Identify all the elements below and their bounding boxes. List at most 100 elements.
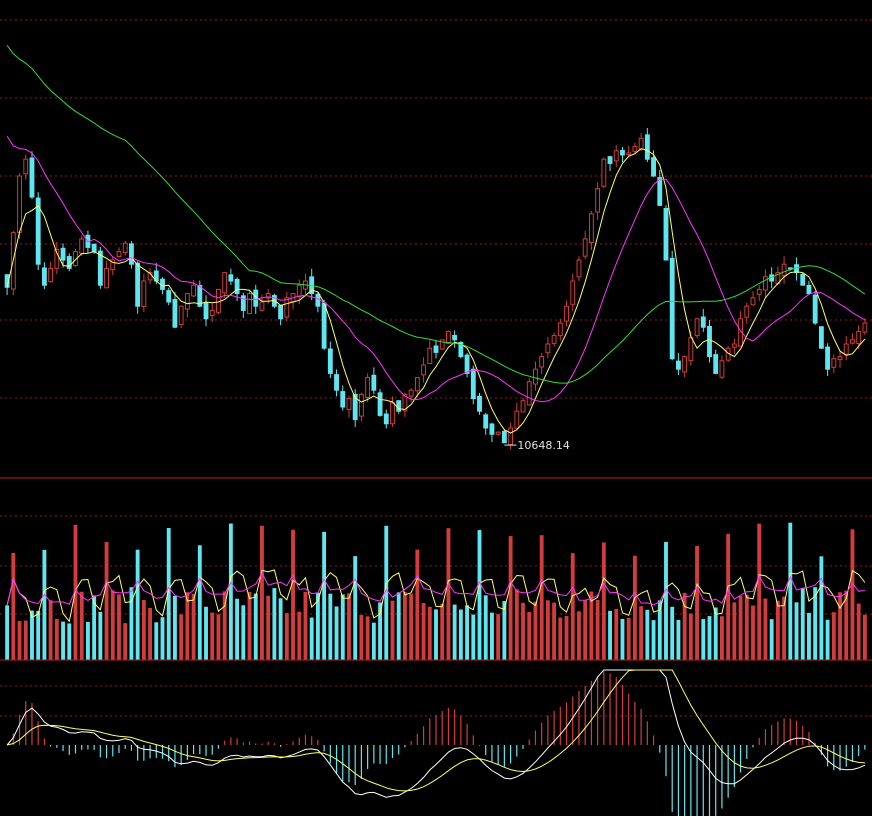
candle[interactable] [352, 389, 358, 427]
volume-bar[interactable] [558, 617, 563, 660]
volume-bar[interactable] [682, 592, 687, 660]
candle[interactable] [582, 230, 588, 260]
volume-bar[interactable] [490, 612, 494, 660]
candle[interactable] [122, 240, 128, 256]
volume-bar[interactable] [434, 609, 438, 660]
candle[interactable] [135, 261, 141, 314]
candle[interactable] [383, 409, 389, 429]
volume-bar[interactable] [297, 611, 302, 660]
volume-bar[interactable] [483, 595, 488, 660]
candle[interactable] [439, 339, 445, 351]
volume-bar[interactable] [856, 603, 861, 660]
candle[interactable] [452, 330, 458, 348]
volume-bar[interactable] [440, 603, 445, 660]
volume-bar[interactable] [260, 525, 264, 660]
volume-bar[interactable] [371, 622, 376, 660]
candle[interactable] [184, 292, 190, 318]
volume-bar[interactable] [626, 617, 631, 660]
volume-bar[interactable] [117, 594, 121, 660]
candle[interactable] [700, 308, 706, 332]
volume-bar[interactable] [272, 588, 277, 660]
candle[interactable] [694, 317, 700, 339]
volume-bar[interactable] [813, 587, 818, 660]
volume-bar[interactable] [508, 536, 513, 660]
volume-bar[interactable] [384, 525, 389, 660]
volume-bar[interactable] [608, 610, 612, 660]
macd-panel[interactable] [7, 671, 866, 816]
volume-bar[interactable] [166, 528, 171, 660]
volume-bar[interactable] [315, 592, 320, 660]
candle[interactable] [607, 155, 613, 172]
candle[interactable] [744, 302, 750, 324]
candle[interactable] [346, 395, 352, 418]
candle[interactable] [837, 351, 843, 368]
volume-bar[interactable] [527, 611, 532, 660]
candle[interactable] [365, 373, 371, 403]
volume-bar[interactable] [309, 617, 314, 660]
volume-bar[interactable] [421, 602, 426, 660]
volume-bar[interactable] [825, 619, 830, 660]
volume-bar[interactable] [577, 611, 581, 660]
candle[interactable] [10, 230, 16, 296]
candle[interactable] [203, 295, 209, 327]
volume-bar[interactable] [446, 528, 451, 660]
candle[interactable] [626, 145, 632, 157]
volume-bar[interactable] [639, 606, 644, 660]
volume-bar[interactable] [657, 600, 662, 660]
volume-bar[interactable] [378, 602, 382, 660]
candle[interactable] [862, 318, 868, 336]
volume-bar[interactable] [11, 552, 16, 660]
candle[interactable] [54, 241, 60, 275]
candle[interactable] [644, 127, 650, 163]
candle[interactable] [533, 361, 538, 391]
volume-bar[interactable] [253, 593, 258, 660]
volume-bar[interactable] [751, 605, 755, 660]
volume-bar[interactable] [794, 602, 799, 660]
candle[interactable] [390, 396, 395, 427]
volume-bar[interactable] [322, 531, 327, 660]
candle[interactable] [731, 338, 737, 355]
volume-bar[interactable] [757, 523, 762, 660]
candle[interactable] [222, 272, 228, 299]
volume-bar[interactable] [222, 591, 227, 660]
volume-bar[interactable] [334, 606, 339, 660]
volume-bar[interactable] [763, 598, 768, 660]
candle[interactable] [856, 325, 862, 349]
volume-bar[interactable] [92, 595, 97, 660]
candle[interactable] [73, 248, 78, 267]
candle[interactable] [23, 154, 29, 180]
candle[interactable] [79, 235, 85, 256]
volume-bar[interactable] [707, 616, 712, 660]
volume-bar[interactable] [589, 591, 594, 660]
volume-bar[interactable] [788, 522, 793, 660]
candle[interactable] [66, 253, 72, 272]
candle[interactable] [421, 357, 426, 383]
volume-bar[interactable] [601, 542, 606, 660]
volume-bar[interactable] [365, 616, 370, 660]
candle[interactable] [738, 311, 744, 347]
volume-bar[interactable] [141, 600, 146, 660]
candle[interactable] [781, 256, 787, 284]
volume-bar[interactable] [396, 592, 401, 660]
volume-bar[interactable] [210, 612, 215, 660]
volume-bar[interactable] [247, 591, 252, 660]
volume-bar[interactable] [340, 594, 345, 660]
volume-bar[interactable] [769, 619, 774, 660]
candle[interactable] [564, 300, 569, 327]
volume-bar[interactable] [347, 593, 351, 660]
volume-bar[interactable] [303, 591, 308, 660]
volume-bar[interactable] [241, 605, 246, 660]
volume-bar[interactable] [291, 529, 295, 660]
candle[interactable] [60, 243, 66, 268]
volume-bar[interactable] [402, 591, 407, 660]
volume-bar[interactable] [148, 607, 152, 660]
volume-bar[interactable] [415, 549, 420, 660]
candle[interactable] [526, 378, 532, 406]
volume-bar[interactable] [521, 602, 525, 660]
volume-bar[interactable] [651, 620, 656, 660]
candle[interactable] [588, 210, 594, 250]
candle[interactable] [489, 422, 495, 443]
candle[interactable] [750, 291, 756, 306]
volume-bar[interactable] [154, 622, 159, 660]
candle[interactable] [806, 280, 812, 295]
